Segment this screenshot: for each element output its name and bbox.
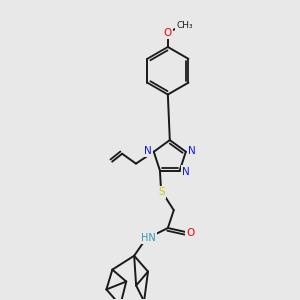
Text: HN: HN — [141, 233, 155, 243]
Text: CH₃: CH₃ — [176, 21, 193, 30]
Text: N: N — [182, 167, 190, 177]
Text: N: N — [144, 146, 152, 156]
Text: N: N — [188, 146, 196, 156]
Text: O: O — [187, 228, 195, 238]
Text: O: O — [164, 28, 172, 38]
Text: S: S — [159, 188, 165, 197]
